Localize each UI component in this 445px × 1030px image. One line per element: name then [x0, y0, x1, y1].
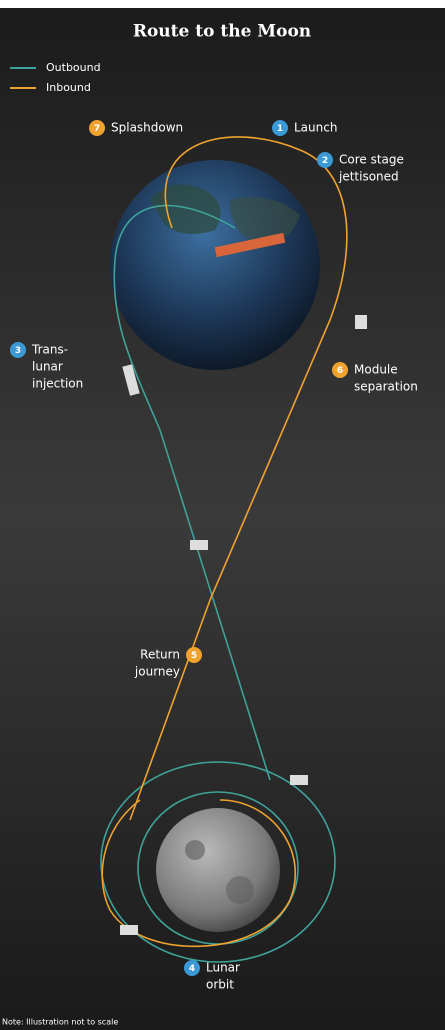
legend-label: Outbound: [46, 61, 101, 74]
step-number: 5: [191, 651, 197, 661]
title: Route to the Moon: [133, 22, 311, 42]
step-number: 7: [94, 124, 100, 134]
note: Note: Illustration not to scale: [2, 1018, 118, 1027]
top-band: [0, 0, 445, 8]
step-number: 6: [337, 366, 343, 376]
step-label: Lunar: [206, 961, 240, 975]
earth: [110, 160, 320, 370]
step-label: Module: [354, 363, 398, 377]
crater: [185, 840, 205, 860]
step-label: injection: [32, 377, 83, 391]
infographic: Route to the Moon Outbound Inbound 1 Launc…: [0, 0, 445, 1030]
spacecraft: [190, 540, 208, 550]
step-label: orbit: [206, 978, 234, 992]
step-label: Return: [140, 648, 180, 662]
step-label: journey: [134, 665, 180, 679]
step-label: Splashdown: [111, 121, 183, 135]
step-label: Core stage: [339, 153, 404, 167]
step: 1 Launch: [272, 120, 337, 136]
spacecraft: [120, 925, 138, 935]
moon: [156, 808, 280, 932]
step-label: Trans-: [31, 343, 68, 357]
legend-label: Inbound: [46, 81, 91, 94]
spacecraft: [290, 775, 308, 785]
step-label: lunar: [32, 360, 63, 374]
step-number: 3: [15, 346, 21, 356]
step-label: jettisoned: [338, 170, 399, 184]
step-number: 2: [322, 156, 328, 166]
step-label: Launch: [294, 121, 337, 135]
step-number: 1: [277, 124, 283, 134]
spacecraft: [355, 315, 367, 329]
step-number: 4: [189, 964, 195, 974]
step-label: separation: [354, 380, 418, 394]
crater: [226, 876, 254, 904]
